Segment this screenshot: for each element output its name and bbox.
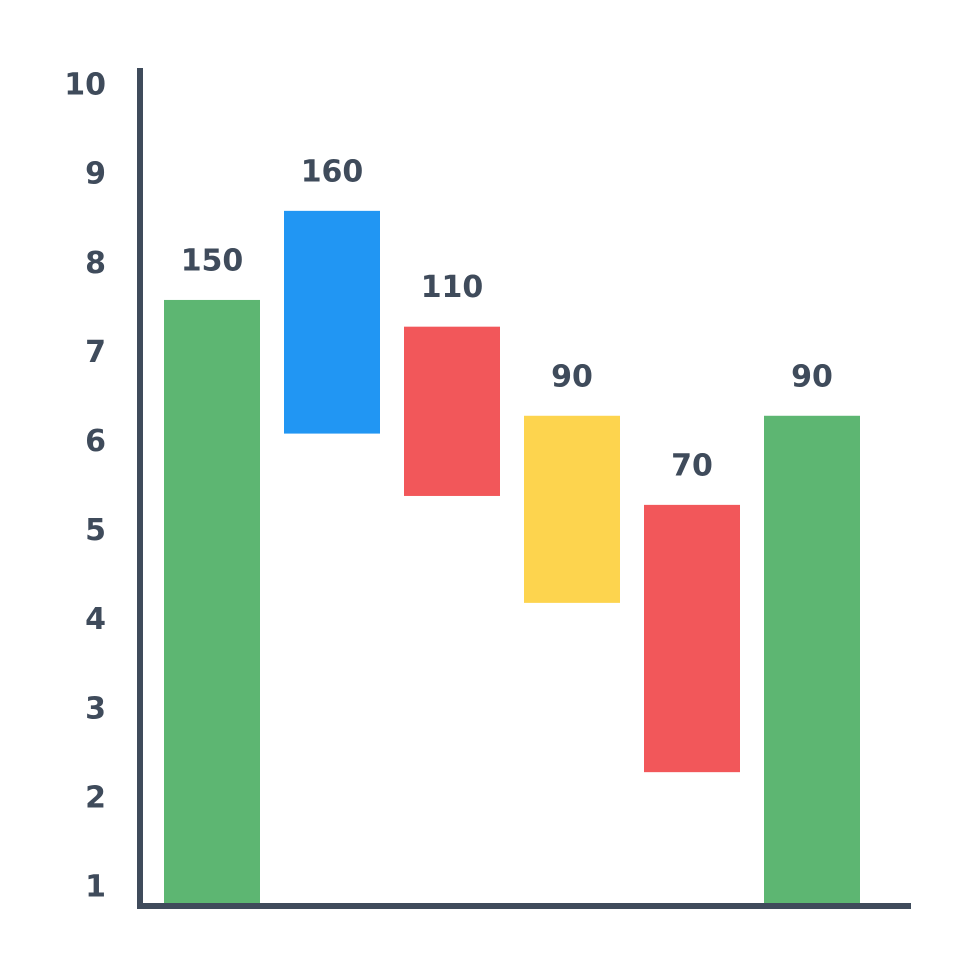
y-tick-label: 10 — [64, 68, 106, 103]
bar-label: 90 — [791, 359, 833, 394]
y-tick-label: 5 — [85, 513, 106, 548]
bar-label: 150 — [181, 243, 244, 278]
y-tick-label: 9 — [85, 157, 106, 192]
bar — [284, 210, 380, 434]
y-tick-label: 6 — [85, 424, 106, 459]
y-tick-label: 3 — [85, 691, 106, 726]
bar — [404, 326, 500, 496]
bar — [644, 504, 740, 773]
y-tick-label: 8 — [85, 246, 106, 281]
bar-label: 160 — [301, 154, 364, 189]
bar-label: 110 — [421, 270, 484, 305]
bar — [164, 299, 260, 903]
bar-label: 90 — [551, 359, 593, 394]
y-tick-label: 2 — [85, 780, 106, 815]
y-tick-label: 7 — [85, 335, 106, 370]
bar — [764, 415, 860, 903]
bar-label: 70 — [671, 448, 713, 483]
y-tick-label: 1 — [85, 869, 106, 904]
bar — [524, 415, 620, 603]
y-tick-label: 4 — [85, 602, 106, 637]
